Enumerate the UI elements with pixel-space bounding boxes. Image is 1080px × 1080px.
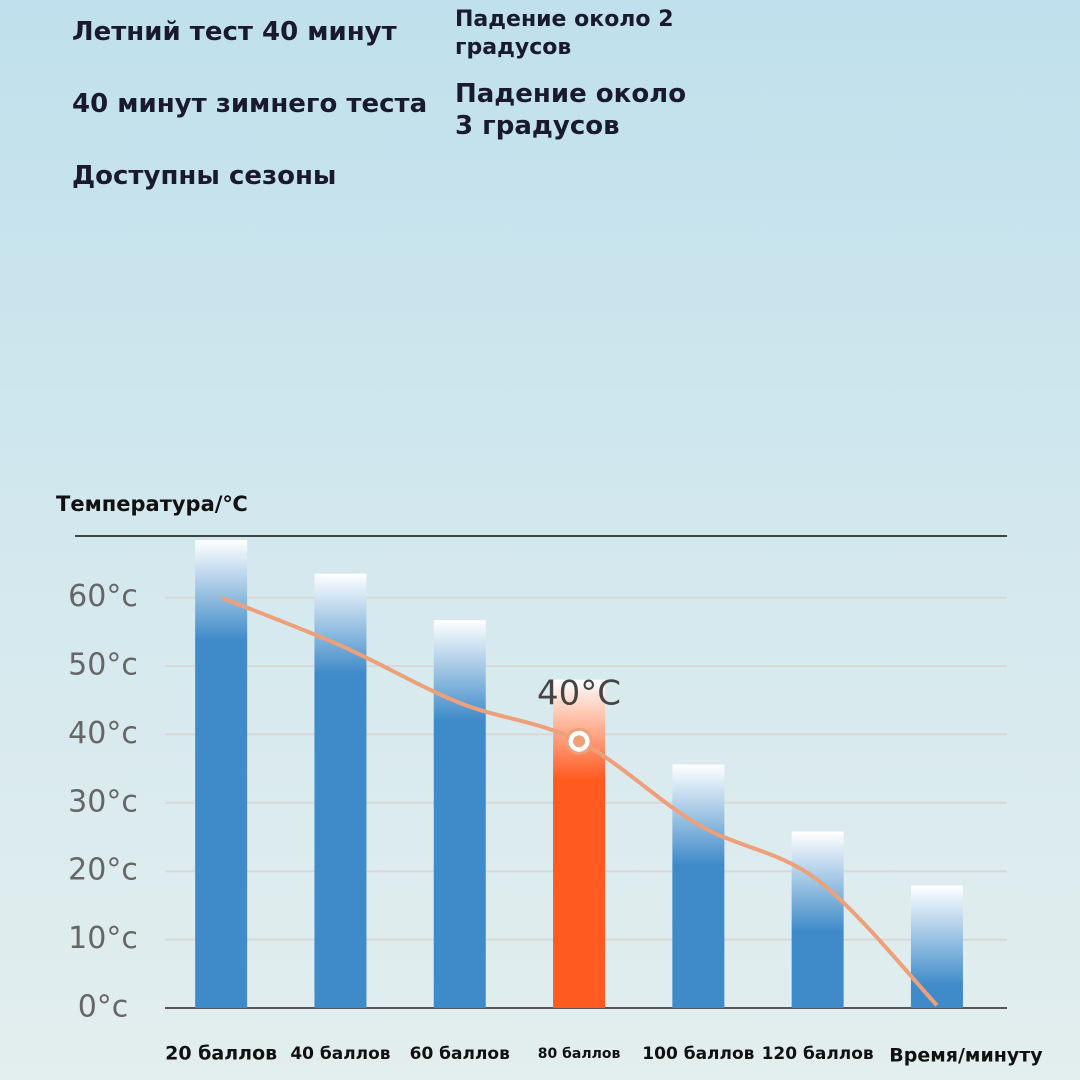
x-tick-label: 20 баллов: [165, 1043, 277, 1065]
y-tick-label: 30°c: [68, 784, 138, 819]
header-text: Летний тест 40 минут: [72, 17, 397, 47]
y-tick-label: 40°c: [68, 716, 138, 751]
y-tick-label: 0°c: [78, 990, 129, 1025]
marker-dot: [573, 735, 586, 748]
bar: [672, 764, 725, 1008]
y-tick-label: 10°c: [68, 921, 138, 956]
y-axis-label: Температура/℃: [56, 492, 248, 516]
x-axis-label: Время/минуту: [889, 1045, 1043, 1067]
y-tick-label: 60°c: [68, 579, 138, 614]
x-tick-label: 120 баллов: [762, 1044, 874, 1064]
bar: [195, 540, 248, 1008]
bar: [433, 620, 486, 1008]
y-tick-label: 20°c: [68, 853, 138, 888]
x-tick-label: 100 баллов: [642, 1044, 754, 1064]
bar: [910, 885, 963, 1008]
header-text: Падение около 2 градусов: [455, 7, 674, 60]
x-tick-label: 60 баллов: [410, 1044, 510, 1064]
annotation: 40°C: [537, 674, 621, 714]
header-text: 40 минут зимнего теста: [72, 89, 428, 119]
header-text: Падение около 3 градусов: [455, 79, 687, 141]
x-tick-label: 80 баллов: [538, 1046, 621, 1062]
bar: [791, 831, 844, 1008]
y-tick-label: 50°c: [68, 647, 138, 682]
x-tick-label: 40 баллов: [290, 1044, 390, 1064]
header-text: Доступны сезоны: [72, 161, 337, 191]
